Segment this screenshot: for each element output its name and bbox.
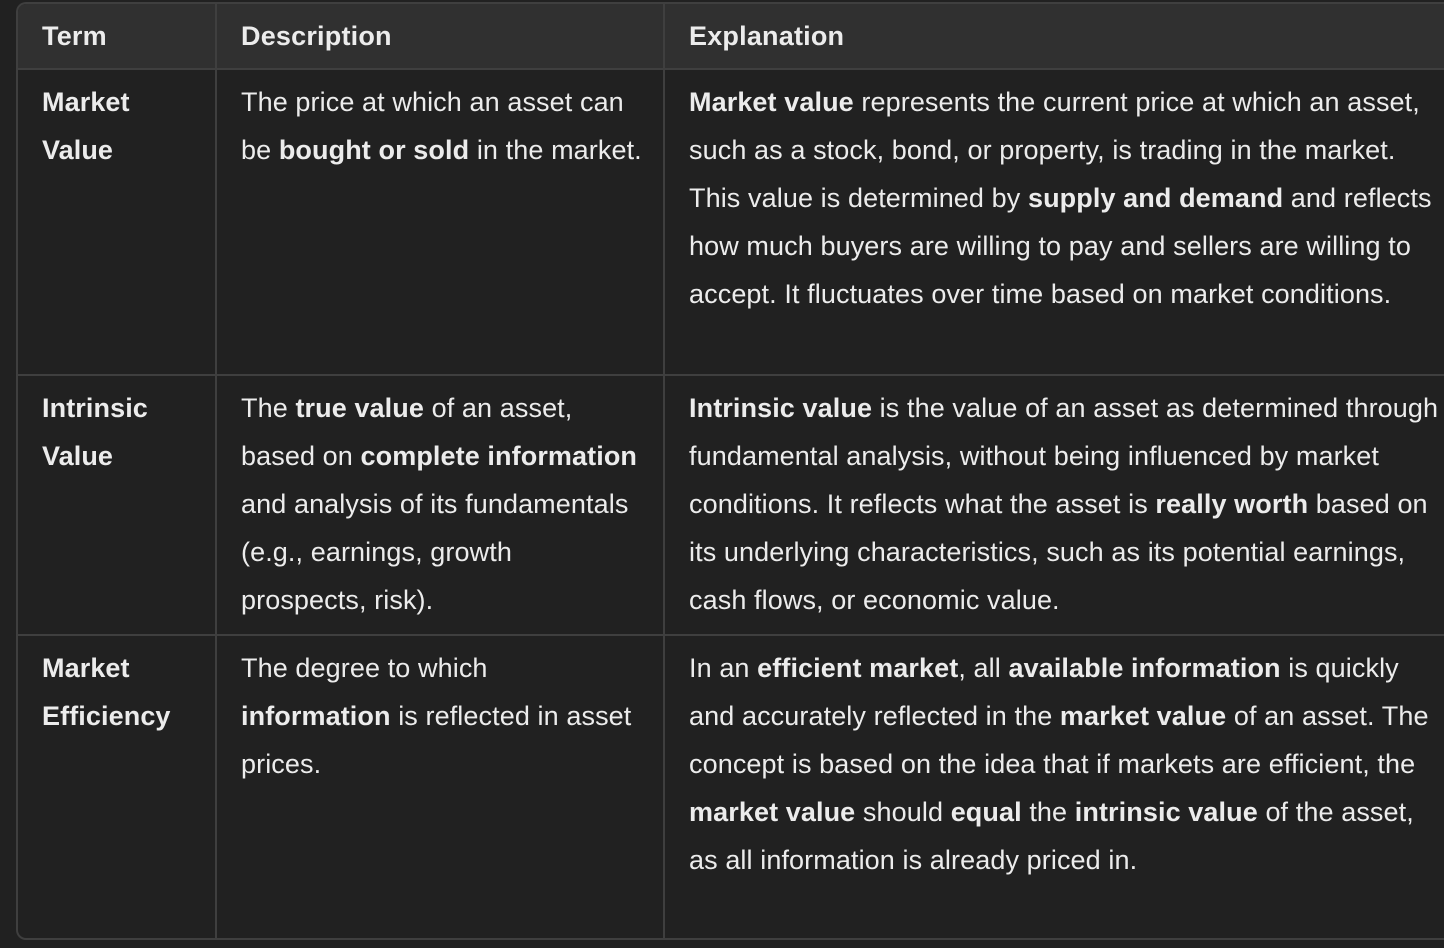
text-segment: The degree to which [241,653,488,683]
description-cell: The degree to which information is refle… [215,634,664,938]
header-row: Term Description Explanation [18,4,1444,70]
text-segment: in the market. [469,135,642,165]
table-row-market-value: Market Value The price at which an asset… [18,69,1444,375]
bold-text: market value [1059,701,1227,731]
text-segment: In an [689,653,758,683]
text-segment: , all [958,653,1009,683]
bold-text: market value [689,797,856,827]
text-segment: is reflected in asset prices. [241,701,632,779]
text-segment: should [855,797,951,827]
bold-text: Intrinsic value [689,393,873,423]
text-segment: and reflects how much buyers are willing… [689,183,1432,309]
explanation-cell: Intrinsic value is the value of an asset… [663,374,1444,635]
bold-text: true value [295,393,424,423]
bold-text: intrinsic value [1074,797,1258,827]
term-cell: Market Value [42,87,130,165]
bold-text: available information [1008,653,1281,683]
text-segment: the [1021,797,1075,827]
bold-text: bought or sold [278,135,470,165]
comparison-table: Term Description Explanation Market Valu… [16,2,1444,940]
term-cell: Market Efficiency [18,634,216,938]
text-segment: and analysis of its fundamentals (e.g., … [241,489,629,615]
table-header: Term Description Explanation [18,4,1444,70]
text-segment: of the asset, as all information is alre… [689,797,1414,875]
text-segment: based on its underlying characteristics,… [689,489,1428,615]
bold-text: Market value [689,87,854,117]
bold-text: equal [950,797,1022,827]
text-segment: The price at which an asset can be [241,87,624,165]
table-row-market-efficiency: Market Efficiency The degree to which in… [18,634,1444,938]
table-row-intrinsic-value: Intrinsic Value The true value of an ass… [18,374,1444,635]
text-segment: The [241,393,296,423]
bold-text: efficient market [757,653,959,683]
table-body: Market Value The price at which an asset… [18,69,1444,938]
header-description: Description [215,4,664,70]
bold-text: complete information [360,441,638,471]
description-cell: The price at which an asset can be bough… [215,69,664,375]
text-segment: is quickly and accurately reflected in t… [689,653,1399,731]
term-cell: Intrinsic Value [18,374,216,635]
bold-text: information [241,701,391,731]
text-segment: represents the current price at which an… [689,87,1420,213]
header-explanation: Explanation [663,4,1444,70]
text-segment: of an asset. The concept is based on the… [689,701,1429,779]
text-segment: is the value of an asset as determined t… [689,393,1439,519]
explanation-cell: In an efficient market, all available in… [663,634,1444,938]
description-cell: The true value of an asset, based on com… [215,374,664,635]
terms-table: Term Description Explanation Market Valu… [18,4,1444,938]
explanation-cell: Market value represents the current pric… [663,69,1444,375]
header-term: Term [18,4,216,70]
bold-text: really worth [1155,489,1309,519]
bold-text: supply and demand [1027,183,1284,213]
text-segment: of an asset, based on [241,393,573,471]
